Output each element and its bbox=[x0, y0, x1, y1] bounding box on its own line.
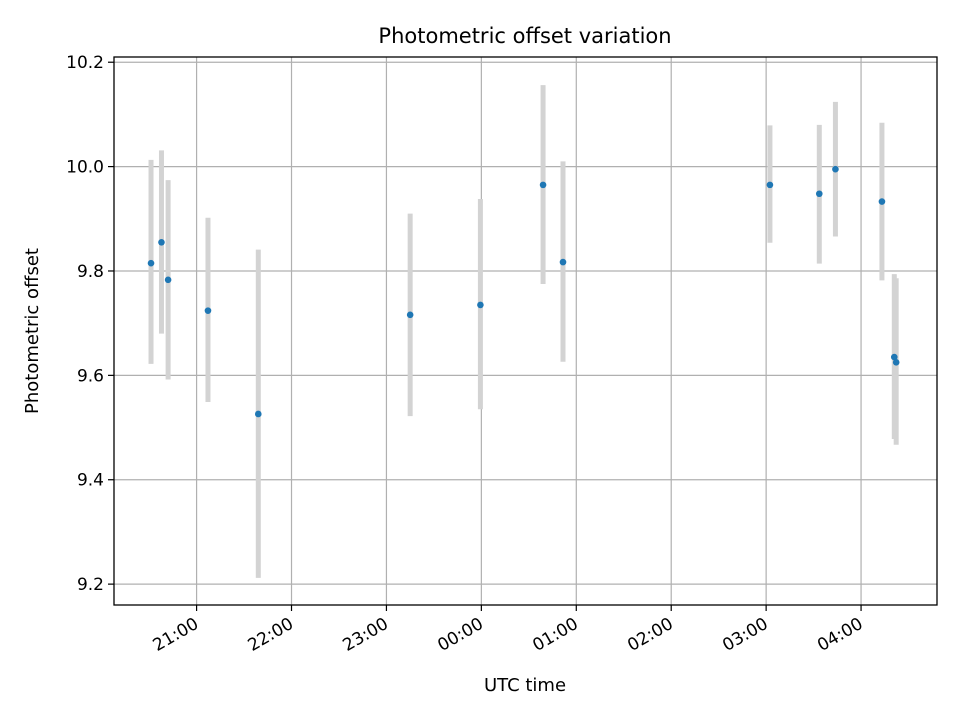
data-point bbox=[147, 259, 155, 267]
data-point bbox=[878, 198, 886, 205]
data-points bbox=[147, 165, 900, 418]
data-point bbox=[892, 359, 900, 366]
chart-title: Photometric offset variation bbox=[378, 24, 671, 48]
data-point bbox=[890, 353, 898, 361]
data-point bbox=[539, 181, 547, 189]
data-point bbox=[254, 410, 262, 418]
data-point bbox=[477, 301, 484, 309]
y-tick-label: 9.2 bbox=[77, 575, 104, 595]
y-tick-label: 10.2 bbox=[66, 53, 104, 73]
data-point bbox=[815, 190, 823, 198]
y-axis-label: Photometric offset bbox=[22, 248, 43, 414]
y-tick-label: 9.6 bbox=[77, 366, 104, 386]
x-axis-label: UTC time bbox=[484, 675, 566, 696]
data-point bbox=[406, 311, 414, 319]
y-tick-label: 9.8 bbox=[77, 262, 104, 282]
gridlines bbox=[114, 57, 937, 605]
plot-frame bbox=[113, 56, 938, 606]
y-tick-label: 10.0 bbox=[66, 158, 104, 178]
y-axis-ticks: 9.2 9.4 9.6 9.8 10.0 10.2 bbox=[66, 53, 114, 595]
data-point bbox=[559, 258, 567, 266]
data-point bbox=[832, 165, 839, 173]
data-point bbox=[204, 307, 212, 314]
data-point bbox=[766, 181, 774, 189]
data-point bbox=[164, 276, 172, 284]
data-point bbox=[158, 238, 165, 246]
y-tick-label: 9.4 bbox=[77, 471, 104, 491]
